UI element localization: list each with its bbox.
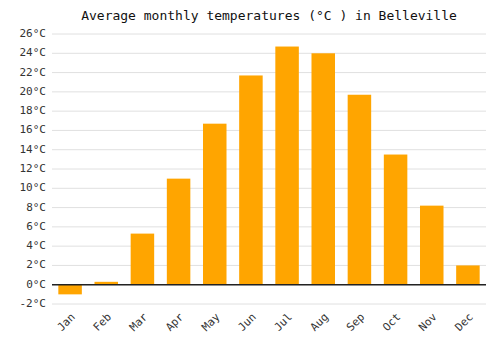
bar (384, 155, 408, 285)
x-tick-label: Oct (380, 311, 403, 334)
x-tick-labels: Jan Feb Mar Apr May Jun Jul Aug Sep Oct Nov Dec (55, 310, 476, 334)
bar (239, 75, 263, 284)
grid-line (52, 34, 486, 35)
grid-line (52, 72, 486, 73)
y-tick-label: 6°C (26, 220, 46, 233)
y-tick-labels: -2°C 0°C 2°C 4°C 6°C 8°C 10°C 12°C 14°C 16°C 18°C 2… (20, 27, 47, 310)
bar (311, 53, 335, 284)
chart-svg: -2°C 0°C 2°C 4°C 6°C 8°C 10°C 12°C 14°C 16°C 18°C 2… (0, 0, 500, 350)
grid-line (52, 130, 486, 131)
zero-line (52, 284, 486, 286)
bar (420, 206, 444, 285)
bar (58, 285, 82, 295)
x-tick-label: Jul (272, 311, 295, 334)
grid-line (52, 149, 486, 150)
y-tick-label: -2°C (20, 297, 47, 310)
y-tick-label: 26°C (20, 27, 47, 40)
x-tick-label: May (199, 310, 223, 334)
y-tick-label: 24°C (20, 46, 47, 59)
y-tick-label: 22°C (20, 66, 47, 79)
x-tick-label: Sep (344, 311, 367, 334)
x-tick-label: Aug (308, 311, 331, 334)
bar (131, 234, 155, 285)
chart-title: Average monthly temperatures (°C ) in Be… (81, 8, 457, 23)
bar (456, 265, 480, 284)
grid-line (52, 111, 486, 112)
x-tick-label: Apr (163, 310, 187, 334)
x-tick-label: Mar (127, 310, 151, 334)
y-tick-label: 4°C (26, 239, 46, 252)
grid-line (52, 304, 486, 305)
bars (58, 47, 479, 295)
grid-line (52, 188, 486, 189)
grid-line (52, 169, 486, 170)
x-tick-label: Nov (416, 310, 440, 334)
bar (203, 124, 227, 285)
chart-container: -2°C 0°C 2°C 4°C 6°C 8°C 10°C 12°C 14°C 16°C 18°C 2… (0, 0, 500, 350)
bar (275, 47, 299, 285)
y-tick-label: 0°C (26, 278, 46, 291)
grid-line (52, 91, 486, 92)
y-tick-label: 10°C (20, 181, 47, 194)
x-tick-label: Jun (235, 311, 258, 334)
y-tick-label: 18°C (20, 104, 47, 117)
x-tick-label: Feb (91, 311, 114, 334)
y-tick-label: 12°C (20, 162, 47, 175)
y-grid (52, 34, 486, 304)
y-tick-label: 20°C (20, 85, 47, 98)
x-tick-label: Dec (452, 311, 475, 334)
grid-line (52, 53, 486, 54)
y-tick-label: 14°C (20, 143, 47, 156)
bar (348, 95, 372, 285)
y-tick-label: 2°C (26, 258, 46, 271)
y-tick-label: 16°C (20, 123, 47, 136)
bar (167, 179, 191, 285)
y-tick-label: 8°C (26, 201, 46, 214)
x-tick-label: Jan (55, 311, 78, 334)
grid-line (52, 284, 486, 285)
